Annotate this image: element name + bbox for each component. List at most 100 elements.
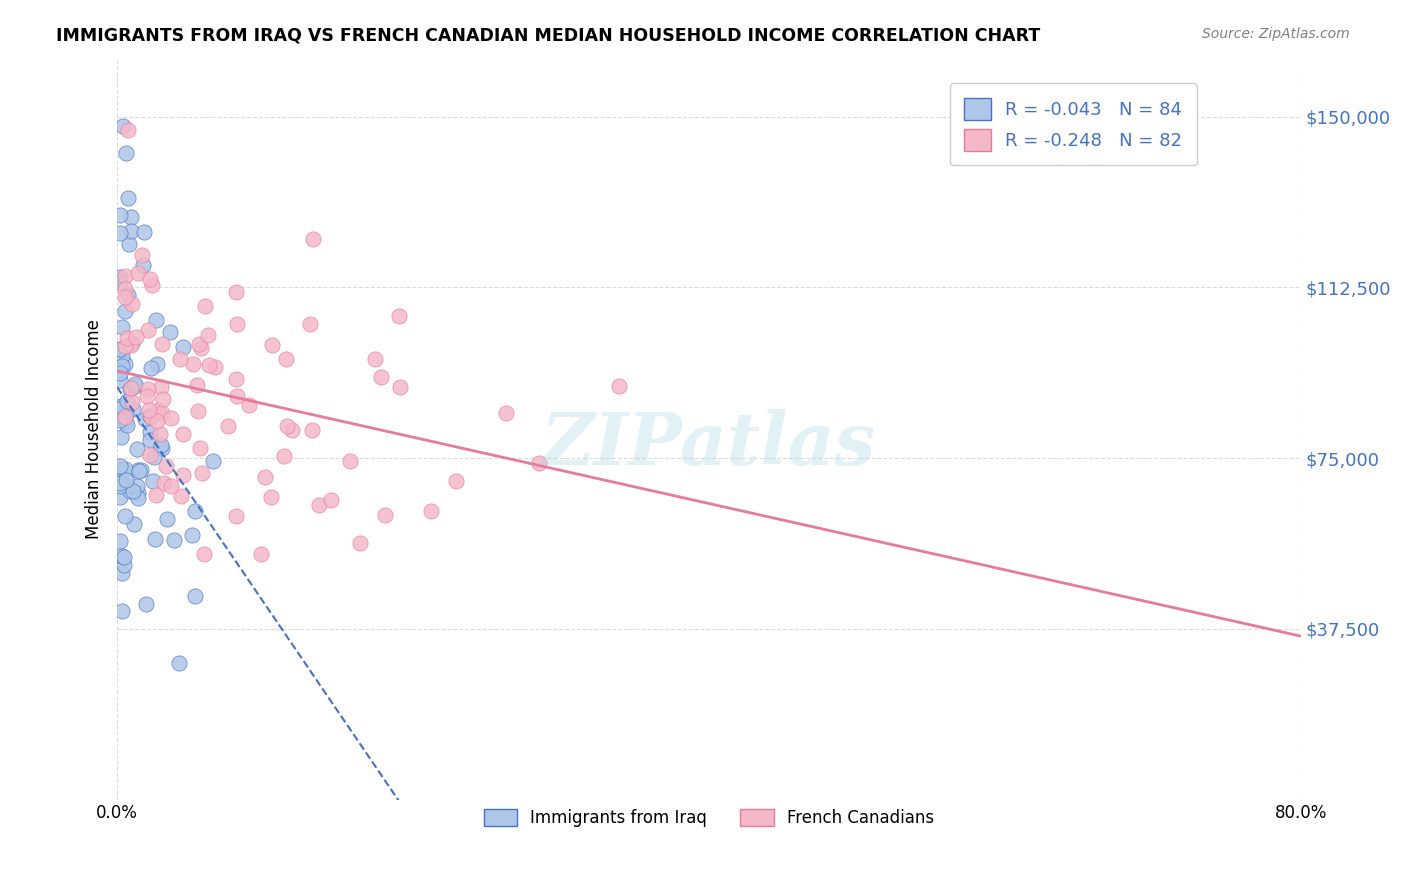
Point xyxy=(127,442,149,457)
Point xyxy=(150,380,173,394)
Point xyxy=(120,338,142,352)
Point xyxy=(301,232,323,246)
Point xyxy=(169,656,191,670)
Point xyxy=(609,379,631,393)
Point xyxy=(155,458,177,473)
Point xyxy=(114,415,136,429)
Point xyxy=(181,357,204,371)
Point xyxy=(111,349,134,363)
Point xyxy=(108,478,131,492)
Point xyxy=(108,366,131,380)
Point xyxy=(250,547,273,561)
Point xyxy=(120,210,142,224)
Point xyxy=(136,382,159,396)
Point xyxy=(298,317,321,331)
Point xyxy=(138,403,160,417)
Point xyxy=(114,462,136,476)
Point xyxy=(388,309,411,323)
Point xyxy=(190,341,212,355)
Point xyxy=(114,339,136,353)
Point xyxy=(141,361,163,376)
Point xyxy=(108,275,131,289)
Point xyxy=(120,382,142,396)
Point xyxy=(124,377,146,392)
Point xyxy=(186,378,208,392)
Point xyxy=(145,487,167,501)
Y-axis label: Median Household Income: Median Household Income xyxy=(86,319,103,540)
Point xyxy=(127,479,149,493)
Point xyxy=(204,360,226,375)
Point xyxy=(142,450,165,464)
Point xyxy=(111,566,134,580)
Point xyxy=(139,409,162,424)
Point xyxy=(114,290,136,304)
Point xyxy=(276,419,298,434)
Point xyxy=(148,427,170,442)
Point xyxy=(160,411,183,425)
Point xyxy=(138,272,160,286)
Point xyxy=(145,313,167,327)
Point xyxy=(108,226,131,240)
Point xyxy=(152,392,174,406)
Point xyxy=(108,342,131,356)
Point xyxy=(181,528,204,542)
Point xyxy=(146,414,169,428)
Point xyxy=(188,442,211,456)
Point xyxy=(159,325,181,339)
Point xyxy=(172,467,194,482)
Point xyxy=(108,533,131,548)
Point xyxy=(108,413,131,427)
Point xyxy=(280,423,302,437)
Point xyxy=(364,352,387,367)
Point xyxy=(115,407,138,421)
Point xyxy=(118,484,141,499)
Point xyxy=(142,474,165,488)
Point xyxy=(135,597,157,611)
Point xyxy=(139,433,162,447)
Point xyxy=(159,478,181,492)
Point xyxy=(115,473,138,487)
Point xyxy=(172,427,194,442)
Point xyxy=(184,589,207,603)
Point xyxy=(226,389,249,403)
Point xyxy=(420,504,443,518)
Point xyxy=(108,459,131,474)
Point xyxy=(260,490,283,504)
Point xyxy=(131,248,153,262)
Point xyxy=(374,508,396,523)
Point xyxy=(115,393,138,408)
Point xyxy=(197,328,219,343)
Point xyxy=(110,350,132,364)
Point xyxy=(108,373,131,387)
Point xyxy=(110,400,132,414)
Point xyxy=(187,404,209,418)
Point xyxy=(495,406,517,420)
Point xyxy=(134,411,156,425)
Point xyxy=(139,448,162,462)
Point xyxy=(444,474,467,488)
Point xyxy=(141,277,163,292)
Text: Source: ZipAtlas.com: Source: ZipAtlas.com xyxy=(1202,27,1350,41)
Point xyxy=(134,225,156,239)
Point xyxy=(218,418,240,433)
Point xyxy=(225,372,247,386)
Point xyxy=(115,331,138,345)
Point xyxy=(339,454,361,468)
Point xyxy=(112,119,135,133)
Point xyxy=(117,288,139,302)
Point xyxy=(108,490,131,504)
Point xyxy=(225,508,247,523)
Point xyxy=(117,123,139,137)
Point xyxy=(117,478,139,492)
Point xyxy=(370,369,392,384)
Point xyxy=(114,410,136,425)
Point xyxy=(127,485,149,500)
Text: IMMIGRANTS FROM IRAQ VS FRENCH CANADIAN MEDIAN HOUSEHOLD INCOME CORRELATION CHAR: IMMIGRANTS FROM IRAQ VS FRENCH CANADIAN … xyxy=(56,27,1040,45)
Point xyxy=(260,337,283,351)
Point xyxy=(136,323,159,337)
Point xyxy=(115,418,138,433)
Point xyxy=(143,532,166,546)
Point xyxy=(183,503,205,517)
Point xyxy=(127,266,149,280)
Point xyxy=(150,337,173,351)
